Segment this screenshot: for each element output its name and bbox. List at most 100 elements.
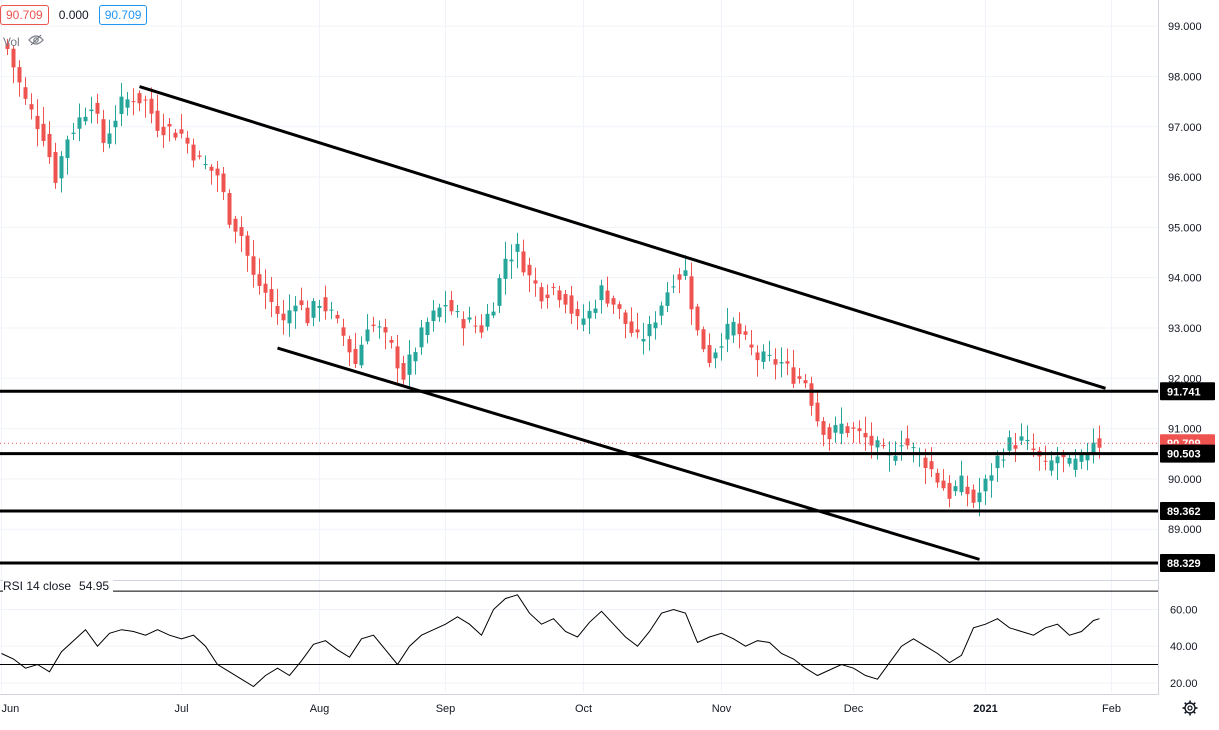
candle-body — [635, 329, 640, 333]
candle-body — [611, 298, 616, 305]
candle-body — [269, 289, 274, 303]
candle-body — [221, 173, 226, 193]
candle-body — [1043, 460, 1048, 462]
candle-body — [671, 286, 676, 288]
candle-body — [83, 116, 88, 122]
candle-body — [443, 304, 448, 307]
candle-body — [119, 96, 124, 114]
candle-body — [953, 486, 958, 492]
candle-body — [143, 99, 148, 101]
candle-body — [455, 311, 460, 313]
candle-body — [1031, 448, 1036, 451]
candle-body — [161, 126, 166, 136]
candle-body — [653, 322, 658, 329]
candle-body — [1079, 453, 1084, 462]
candle-body — [299, 300, 304, 306]
eye-slash-icon[interactable] — [27, 34, 44, 49]
candle-body — [761, 351, 766, 362]
price-change: 0.000 — [58, 8, 89, 22]
time-tick-label: Jul — [174, 703, 188, 715]
price-label-box — [1160, 382, 1215, 401]
candle-body — [461, 319, 466, 329]
candle-body — [215, 168, 220, 176]
candle-body — [317, 305, 322, 308]
candle-body — [563, 294, 568, 305]
candle-body — [797, 376, 802, 379]
trend-line[interactable] — [139, 85, 1106, 390]
candle-body — [569, 295, 574, 314]
candle-body — [935, 472, 940, 483]
candle-body — [863, 432, 868, 438]
price-tick-label: 98.000 — [1168, 71, 1202, 83]
candle-body — [1025, 439, 1030, 442]
candle-body — [89, 109, 94, 112]
candle-body — [791, 367, 796, 384]
time-tick-label: Aug — [310, 703, 330, 715]
candle-body — [677, 274, 682, 280]
candle-body — [575, 309, 580, 317]
candle-body — [1055, 456, 1060, 464]
time-tick-label: Jun — [2, 703, 20, 715]
candle-body — [293, 305, 298, 312]
candle-body — [155, 110, 160, 131]
candle-body — [251, 256, 256, 275]
time-tick-label: 2021 — [973, 703, 997, 715]
candle-body — [581, 318, 586, 325]
rsi-line — [1, 594, 1100, 688]
candle-body — [197, 155, 202, 157]
candle-body — [395, 346, 400, 369]
candle-body — [311, 301, 316, 318]
candle-body — [1091, 442, 1096, 454]
candle-body — [599, 285, 604, 301]
candle-body — [623, 312, 628, 324]
price-label-text: 91.741 — [1167, 386, 1201, 398]
candle-body — [431, 310, 436, 322]
candle-body — [647, 324, 652, 337]
candle-body — [383, 327, 388, 333]
candle-body — [365, 329, 370, 342]
price-tick-label: 96.000 — [1168, 172, 1202, 184]
candle-body — [875, 440, 880, 448]
rsi-label: RSI 14 close — [3, 579, 72, 593]
candle-body — [389, 339, 394, 343]
trend-line[interactable] — [277, 346, 980, 561]
candle-body — [35, 115, 40, 130]
candle-body — [1007, 437, 1012, 451]
candle-body — [539, 287, 544, 302]
price-tick-label: 97.000 — [1168, 122, 1202, 134]
candle-body — [527, 264, 532, 276]
candle-body — [401, 363, 406, 380]
candle-body — [785, 361, 790, 364]
volume-legend[interactable]: Vol — [3, 34, 44, 49]
candle-body — [5, 43, 10, 49]
candle-body — [617, 304, 622, 309]
price-tick-label: 92.000 — [1168, 373, 1202, 385]
ohlc-legend: 90.709 0.000 90.709 — [0, 5, 148, 25]
candle-body — [257, 274, 262, 286]
candle-body — [929, 461, 934, 470]
candle-body — [425, 321, 430, 336]
candle-body — [911, 447, 916, 449]
candle-body — [845, 426, 850, 434]
candle-body — [755, 352, 760, 361]
candle-body — [11, 48, 16, 68]
candle-body — [977, 492, 982, 503]
candle-body — [65, 139, 70, 159]
time-tick-label: Feb — [1102, 703, 1121, 715]
candle-body — [545, 294, 550, 299]
candle-body — [737, 323, 742, 335]
candle-body — [41, 123, 46, 141]
candle-body — [113, 120, 118, 128]
settings-gear-icon[interactable] — [1182, 700, 1198, 716]
time-tick-label: Dec — [844, 703, 864, 715]
candle-body — [491, 311, 496, 316]
candle-body — [995, 455, 1000, 469]
candle-body — [287, 310, 292, 324]
candle-body — [707, 345, 712, 363]
candle-body — [467, 317, 472, 320]
candle-body — [665, 292, 670, 306]
candle-body — [323, 297, 328, 312]
candle-body — [209, 166, 214, 171]
